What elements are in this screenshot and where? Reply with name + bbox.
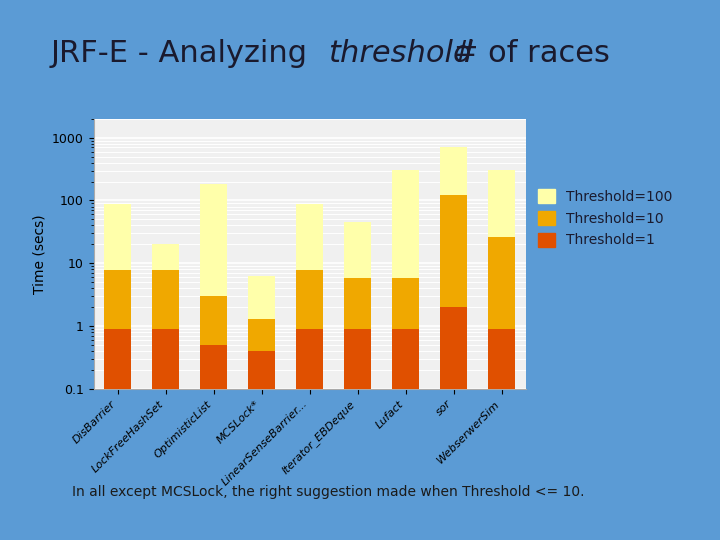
Bar — [153, 329, 179, 540]
Bar — [200, 184, 227, 540]
Bar — [344, 222, 371, 540]
Bar — [297, 204, 323, 540]
Text: JRF-E - Analyzing: JRF-E - Analyzing — [50, 39, 317, 68]
Bar — [488, 237, 515, 540]
Bar — [200, 296, 227, 540]
Bar — [441, 195, 467, 540]
Bar — [392, 329, 419, 540]
Text: In all except MCSLock, the right suggestion made when Threshold <= 10.: In all except MCSLock, the right suggest… — [72, 485, 585, 500]
Bar — [488, 329, 515, 540]
Bar — [248, 351, 275, 540]
Bar — [297, 329, 323, 540]
Bar — [488, 170, 515, 540]
Bar — [392, 278, 419, 540]
Bar — [153, 245, 179, 540]
Bar — [104, 269, 131, 540]
Legend: Threshold=100, Threshold=10, Threshold=1: Threshold=100, Threshold=10, Threshold=1 — [533, 184, 678, 253]
Bar — [392, 170, 419, 540]
Bar — [344, 329, 371, 540]
Bar — [248, 319, 275, 540]
Y-axis label: Time (secs): Time (secs) — [32, 214, 47, 294]
Bar — [200, 345, 227, 540]
Bar — [441, 146, 467, 540]
Bar — [104, 204, 131, 540]
Bar — [297, 269, 323, 540]
Text: threshold: threshold — [328, 39, 472, 68]
Bar — [153, 269, 179, 540]
Bar — [441, 307, 467, 540]
Bar — [104, 329, 131, 540]
Bar — [248, 276, 275, 540]
Bar — [344, 278, 371, 540]
Text: # of races: # of races — [443, 39, 610, 68]
